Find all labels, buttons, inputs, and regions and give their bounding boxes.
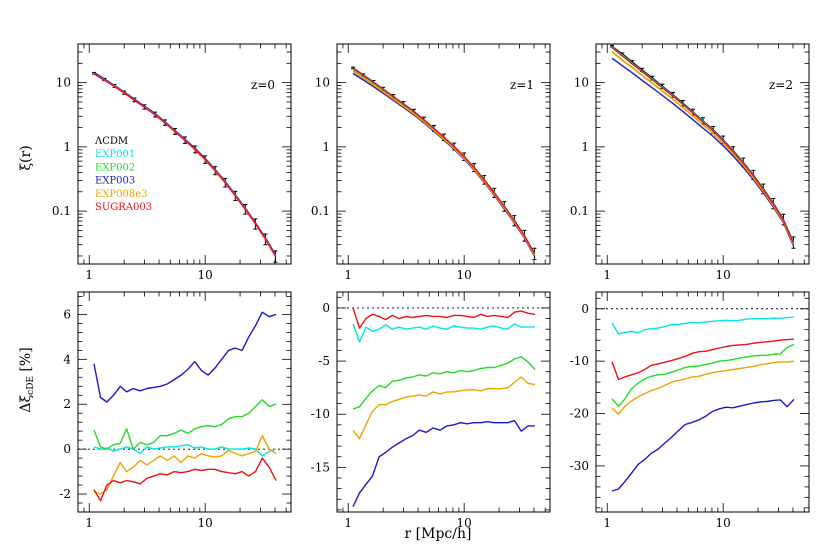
panel-frame [595,291,810,513]
series-line-exp008e3 [352,376,536,440]
series-line-exp002 [93,399,277,450]
series-line-exp008e3 [93,435,277,495]
series-line-sugra003 [611,47,795,244]
legend-entry-exp008e3: EXP008e3 [95,189,148,200]
series-line-exp001 [611,316,795,335]
series-line-exp002 [352,70,536,256]
legend-entry-exp003: EXP003 [95,176,135,187]
series-line-sugra003 [352,67,536,255]
legend-entry-exp002: EXP002 [95,162,135,173]
series-line-sugra003 [93,457,277,502]
y-tick-label: 2 [63,397,71,411]
y-tick-label: 10 [574,76,589,90]
y-axis-label-bottom: ΔξcDE [%] [18,347,36,412]
legend-entry-sugra003: SUGRA003 [95,202,152,213]
y-tick-label: -30 [570,459,589,473]
series-line-exp001 [352,323,535,343]
series-line-exp003 [352,419,535,507]
y-tick-label: 6 [63,307,71,321]
y-tick-label: 1 [581,140,589,154]
x-tick-label: 10 [198,516,213,530]
panel-redshift-label: z=1 [510,78,534,92]
y-tick-label: 0 [63,442,71,456]
x-tick-label: 1 [85,268,93,282]
series-line-exp002 [352,356,536,410]
y-tick-label: 0 [581,302,589,316]
y-tick-label: 0 [322,301,330,315]
panel-top-middle: 1 10 0.1 1 10 z=1 [311,43,551,282]
series-line-exp003 [93,311,277,403]
panel-top-right: 1 10 0.1 1 10 z=2 [570,43,810,282]
x-tick-label: 1 [344,516,352,530]
y-tick-label: 10 [56,76,71,90]
x-tick-label: 1 [85,516,93,530]
y-axis-label-bottom-subscript: cDE [26,376,36,395]
y-tick-label: 0.1 [52,204,71,218]
y-axis-label-bottom-unit: [%] [18,347,34,376]
x-tick-label: 10 [457,516,472,530]
legend-entry--cdm: ΛCDM [94,136,128,147]
y-tick-label: -20 [570,407,589,421]
panel-frame [77,291,292,513]
series-line-exp002 [611,51,795,245]
series-line-sugra003 [352,307,536,329]
series-line-exp001 [611,46,795,243]
y-tick-label: -5 [318,354,330,368]
panel-bottom-right: 1 10 -30 -20 -10 0 [570,291,810,530]
legend-entry-exp001: EXP001 [95,149,135,160]
x-tick-label: 1 [603,268,611,282]
panel-redshift-label: z=2 [769,78,793,92]
series-line--cdm [611,45,795,243]
panel-bottom-middle: 1 10 -15 -10 -5 0 [311,291,551,530]
series-line-exp001 [352,67,536,254]
series-line-sugra003 [93,73,277,257]
series-line-exp008e3 [611,360,795,415]
y-tick-label: 10 [315,76,330,90]
panel-frame [77,43,292,265]
y-tick-label: -10 [570,354,589,368]
y-tick-label: 1 [63,140,71,154]
series-line-exp002 [611,343,795,407]
x-tick-label: 1 [344,268,352,282]
y-tick-label: 1 [322,140,330,154]
series-line-exp008e3 [352,70,536,256]
series-line-exp008e3 [611,51,795,245]
x-tick-label: 1 [603,516,611,530]
series-line-exp003 [611,57,795,247]
series-line-exp003 [352,72,536,257]
y-tick-label: 0.1 [311,204,330,218]
series-line-exp003 [611,398,795,492]
panel-frame [336,43,551,265]
y-tick-label: 4 [63,352,71,366]
y-tick-label: 0.1 [570,204,589,218]
series-line-exp001 [93,444,277,457]
series-line--cdm [352,67,536,254]
x-tick-label: 10 [457,268,472,282]
y-tick-label: -15 [311,460,330,474]
panel-frame [595,43,810,265]
panel-top-left: 1 10 0.1 1 10 z=0 [52,43,292,282]
y-axis-label-bottom-main: Δξ [18,395,34,413]
x-tick-label: 10 [716,516,731,530]
panel-redshift-label: z=0 [251,78,275,92]
legend: ΛCDM EXP001 EXP002 EXP003 EXP008e3 SUGRA003 [94,136,152,213]
x-tick-label: 10 [716,268,731,282]
x-tick-label: 10 [198,268,213,282]
y-axis-label-top: ξ(r) [18,145,34,170]
panel-bottom-left: 1 10 -2 0 2 4 6 [59,291,292,530]
panel-frame [336,291,551,513]
x-axis-label: r [Mpc/h] [405,526,472,542]
y-tick-label: -2 [59,487,71,501]
series-line-sugra003 [611,338,795,381]
y-tick-label: -10 [311,407,330,421]
